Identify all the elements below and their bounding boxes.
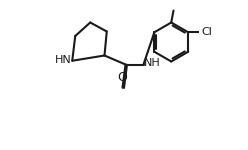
- Text: O: O: [118, 71, 127, 84]
- Text: NH: NH: [144, 58, 161, 68]
- Text: HN: HN: [55, 55, 71, 65]
- Text: Cl: Cl: [201, 27, 212, 37]
